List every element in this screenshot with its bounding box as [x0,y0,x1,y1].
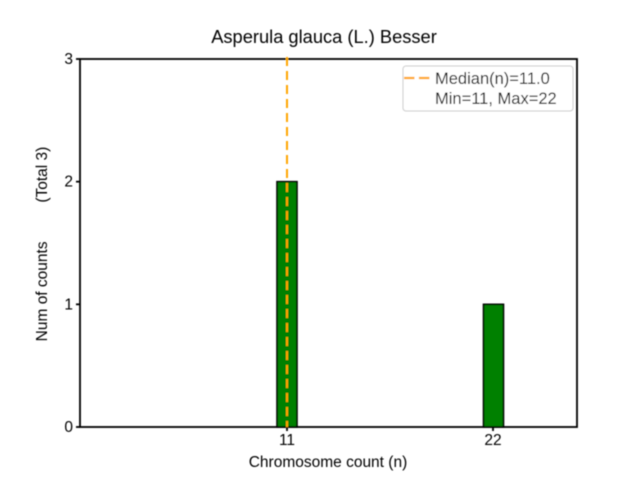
svg-text:Num of counts (Total 3: Num of counts (Total 3) [34,147,51,342]
svg-text:3: 3 [64,51,73,68]
svg-text:Median(n)=11.0: Median(n)=11.0 [435,70,550,88]
svg-text:Asperula glauca (L.) Besser: Asperula glauca (L.) Besser [211,26,437,47]
svg-text:2: 2 [64,174,73,191]
svg-text:22: 22 [484,432,501,449]
svg-text:Min=11, Max=22: Min=11, Max=22 [435,90,557,108]
svg-text:11: 11 [279,432,295,449]
svg-text:Chromosome count (n): Chromosome count (n) [249,454,408,471]
svg-text:1: 1 [64,296,73,313]
svg-text:0: 0 [64,419,73,436]
